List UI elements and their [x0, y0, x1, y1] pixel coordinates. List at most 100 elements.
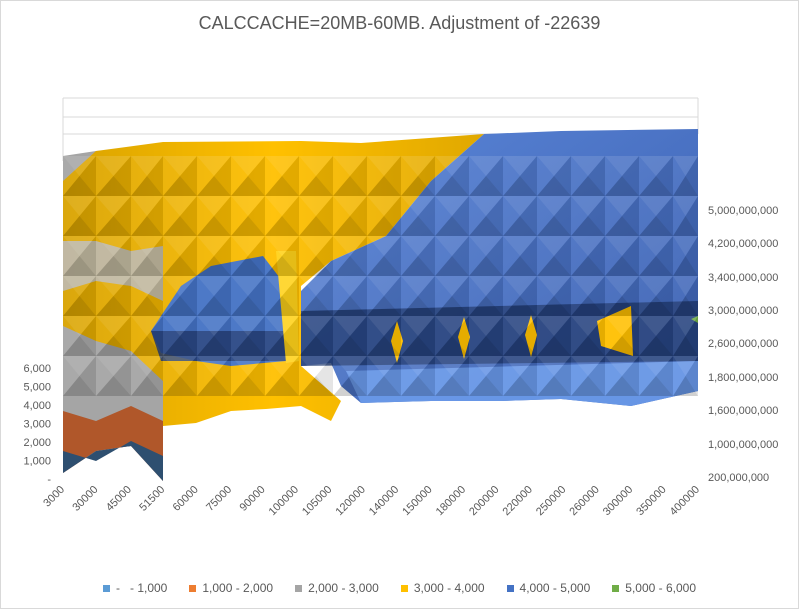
- facet: [401, 336, 435, 356]
- facet: [299, 196, 333, 216]
- facet: [673, 256, 698, 276]
- facet: [639, 356, 673, 376]
- facet: [588, 156, 605, 196]
- facet: [214, 356, 231, 396]
- facet: [96, 156, 114, 196]
- facet: [486, 196, 503, 236]
- facet: [231, 316, 248, 356]
- facet: [96, 356, 131, 376]
- facet: [163, 276, 197, 296]
- facet: [401, 296, 435, 316]
- facet: [163, 356, 180, 396]
- facet: [401, 196, 418, 236]
- region-gray-band: [63, 241, 163, 301]
- facet: [197, 216, 231, 236]
- facet: [605, 176, 639, 196]
- region-yellow-spike: [525, 315, 537, 357]
- region-yellow-patch: [597, 306, 633, 356]
- facet: [503, 316, 537, 336]
- facet: [265, 356, 299, 376]
- facet: [673, 156, 686, 196]
- facet: [316, 276, 333, 316]
- facet: [656, 276, 673, 316]
- facet: [231, 196, 265, 216]
- facet: [639, 236, 673, 256]
- facet: [486, 316, 503, 356]
- facet: [435, 256, 469, 276]
- facet: [673, 216, 698, 236]
- facet: [282, 356, 299, 396]
- depth-axis-tick-label: 1,600,000,000: [708, 405, 778, 417]
- facet: [163, 196, 180, 236]
- facet: [622, 316, 639, 356]
- facet: [299, 236, 333, 256]
- z-axis-tick-label: 3,000: [23, 419, 51, 431]
- x-axis-tick-label: 150000: [400, 484, 434, 518]
- facet: [231, 316, 265, 336]
- facet: [63, 176, 96, 196]
- facet: [537, 176, 571, 196]
- facet: [333, 236, 350, 276]
- facet: [571, 276, 605, 296]
- facet: [96, 296, 131, 316]
- facet: [452, 196, 469, 236]
- facet: [265, 196, 299, 216]
- facet: [469, 316, 503, 336]
- facet: [147, 196, 163, 236]
- depth-axis-tick-label: 1,000,000,000: [708, 439, 778, 451]
- facet: [418, 276, 435, 316]
- facet: [367, 216, 401, 236]
- facet: [63, 276, 96, 296]
- z-axis-tick-label: 1,000: [23, 456, 51, 468]
- facet: [96, 176, 131, 196]
- x-axis-tick-label: 250000: [534, 484, 568, 518]
- facet: [265, 376, 299, 396]
- facet: [96, 216, 131, 236]
- facet: [79, 316, 96, 356]
- facet: [605, 236, 622, 276]
- z-axis-tick-label: -: [47, 474, 51, 486]
- legend-item: 1,000 - 2,000: [189, 581, 273, 595]
- facet: [197, 236, 214, 276]
- facet: [163, 316, 180, 356]
- facet: [316, 196, 333, 236]
- facet: [554, 196, 571, 236]
- facet: [131, 196, 147, 236]
- legend-swatch: [102, 584, 110, 592]
- x-axis-tick-label: 220000: [501, 484, 535, 518]
- facet: [673, 276, 698, 296]
- facet: [452, 236, 469, 276]
- region-dark-blue: [151, 331, 291, 361]
- facet: [163, 196, 197, 216]
- facet: [163, 276, 180, 316]
- facet: [571, 316, 605, 336]
- facet: [265, 316, 282, 356]
- facet: [469, 256, 503, 276]
- x-axis-tick-label: 180000: [434, 484, 468, 518]
- facet: [299, 316, 316, 356]
- facet: [469, 316, 486, 356]
- x-axis-tick-label: 100000: [267, 484, 301, 518]
- legend-item: 5,000 - 6,000: [612, 581, 696, 595]
- facet: [197, 356, 214, 396]
- facet: [503, 296, 537, 316]
- facet: [63, 316, 96, 336]
- facet: [367, 276, 384, 316]
- facet: [96, 276, 114, 316]
- facet: [113, 276, 131, 316]
- facet: [131, 296, 163, 316]
- facet: [469, 376, 503, 396]
- depth-axis-tick-label: 1,800,000,000: [708, 372, 778, 384]
- facet: [131, 276, 163, 296]
- facet: [367, 336, 401, 356]
- facet: [435, 356, 469, 376]
- facet: [231, 336, 265, 356]
- facet: [588, 276, 605, 316]
- facet: [520, 156, 537, 196]
- facet: [197, 156, 214, 196]
- facet: [214, 236, 231, 276]
- facet: [435, 196, 452, 236]
- facet: [333, 316, 350, 356]
- facet: [131, 336, 163, 356]
- x-axis-tick-label: 260000: [567, 484, 601, 518]
